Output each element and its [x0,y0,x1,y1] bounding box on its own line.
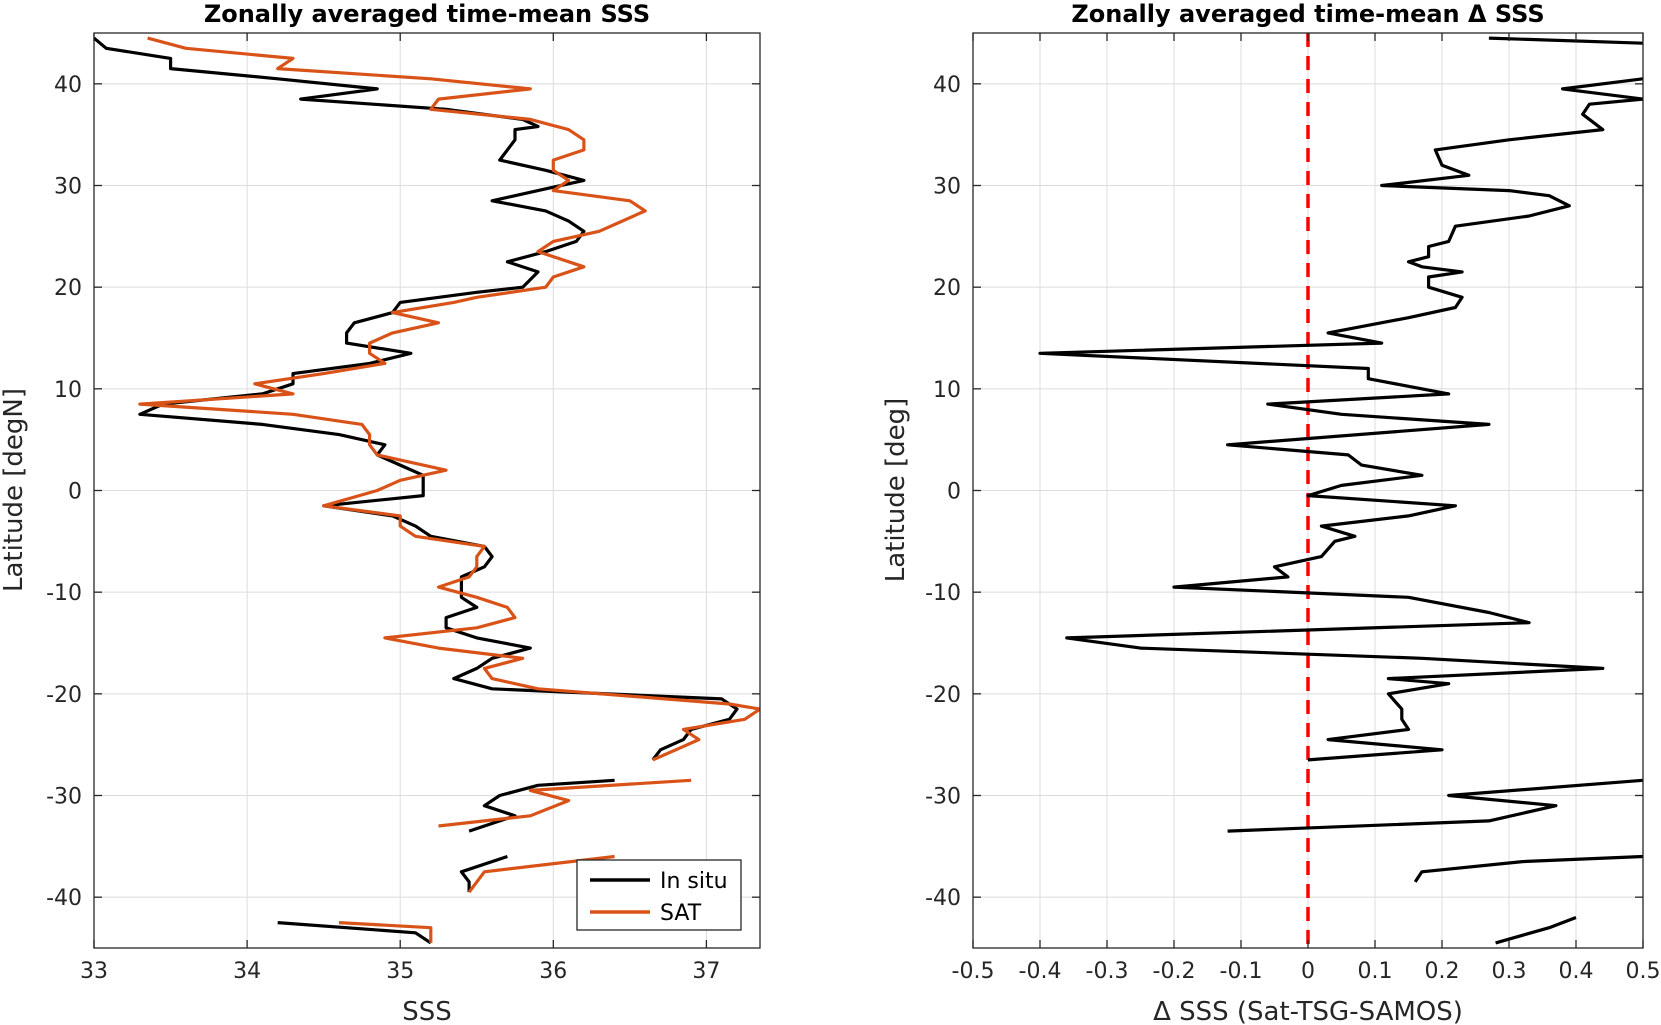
right-x-tick-label: 0.5 [1626,959,1661,984]
left-y-tick-label: -10 [46,581,82,606]
right-y-tick-label: 30 [933,175,961,200]
left-y-tick-label: -20 [46,683,82,708]
left-series-line-sat [438,778,692,828]
left-y-tick-label: 10 [54,378,82,403]
right-chart-title: Zonally averaged time-mean Δ SSS [1071,0,1544,28]
legend: In situ SAT [576,859,742,931]
left-chart-panel: 33 34 35 36 37 40 30 20 10 0 -10 -20 -30 -40 Zonally … [0,0,761,1025]
right-x-tick-label: 0.2 [1425,959,1460,984]
left-y-axis-label: Latitude [degN] [0,388,29,592]
right-x-tick-label: -0.3 [1086,959,1129,984]
left-grid [93,33,760,948]
right-x-tick-label: 0.4 [1559,959,1594,984]
right-x-tick-label: 0.1 [1358,959,1393,984]
left-series-line-sat [338,921,433,943]
left-ticks: 33 34 35 36 37 40 30 20 10 0 -10 -20 -30 -40 [46,33,760,984]
left-series-line-in-situ [94,36,739,761]
right-y-tick-label: -20 [925,683,961,708]
left-y-tick-label: 40 [54,73,82,98]
left-y-tick-label: -40 [46,886,82,911]
right-x-tick-label: -0.5 [952,959,995,984]
left-y-tick-label: -30 [46,785,82,810]
right-x-tick-label: -0.2 [1153,959,1196,984]
right-y-tick-label: -40 [925,886,961,911]
right-x-tick-label: 0.3 [1492,959,1527,984]
left-x-tick-label: 36 [539,959,567,984]
right-x-tick-label: 0 [1301,959,1315,984]
right-y-tick-label: -10 [925,581,961,606]
right-series-line-delta-sss [1413,854,1643,883]
right-ticks: -0.5 -0.4 -0.3 -0.2 -0.1 0 0.1 0.2 0.3 0.4 0.5 40 30… [925,33,1661,984]
left-y-tick-label: 30 [54,175,82,200]
right-y-axis-label: Latitude [deg] [881,398,911,583]
left-x-tick-label: 35 [386,959,414,984]
legend-label-in-situ: In situ [660,869,728,894]
left-chart-title: Zonally averaged time-mean SSS [204,0,650,28]
right-series-line-delta-sss [1495,916,1577,945]
right-x-tick-label: -0.4 [1019,959,1062,984]
right-x-axis-label: Δ SSS (Sat-TSG-SAMOS) [1153,997,1463,1025]
legend-label-sat: SAT [660,901,702,926]
right-chart-panel: -0.5 -0.4 -0.3 -0.2 -0.1 0 0.1 0.2 0.3 0.4 0.5 40 30… [881,0,1661,1025]
right-y-tick-label: 40 [933,73,961,98]
left-series-line-sat [138,36,760,762]
right-series-line-delta-sss [1227,778,1643,833]
left-x-axis-label: SSS [402,997,452,1025]
left-y-tick-label: 0 [68,480,82,505]
right-series-line-delta-sss [1038,77,1643,762]
left-series-line-in-situ [277,921,432,945]
right-y-tick-label: 20 [933,276,961,301]
right-y-tick-label: 0 [947,480,961,505]
right-series-group [1038,33,1643,948]
right-y-tick-label: -30 [925,785,961,810]
left-series-line-in-situ [468,778,615,833]
left-x-tick-label: 37 [692,959,720,984]
right-series-line-delta-sss [1488,36,1643,45]
left-series-line-in-situ [459,854,508,893]
right-x-tick-label: -0.1 [1220,959,1263,984]
left-series-line-sat [467,854,615,894]
left-x-tick-label: 33 [80,959,108,984]
left-series-group [94,36,760,945]
left-y-tick-label: 20 [54,276,82,301]
right-y-tick-label: 10 [933,378,961,403]
legend-box [576,859,742,931]
left-x-tick-label: 34 [233,959,261,984]
